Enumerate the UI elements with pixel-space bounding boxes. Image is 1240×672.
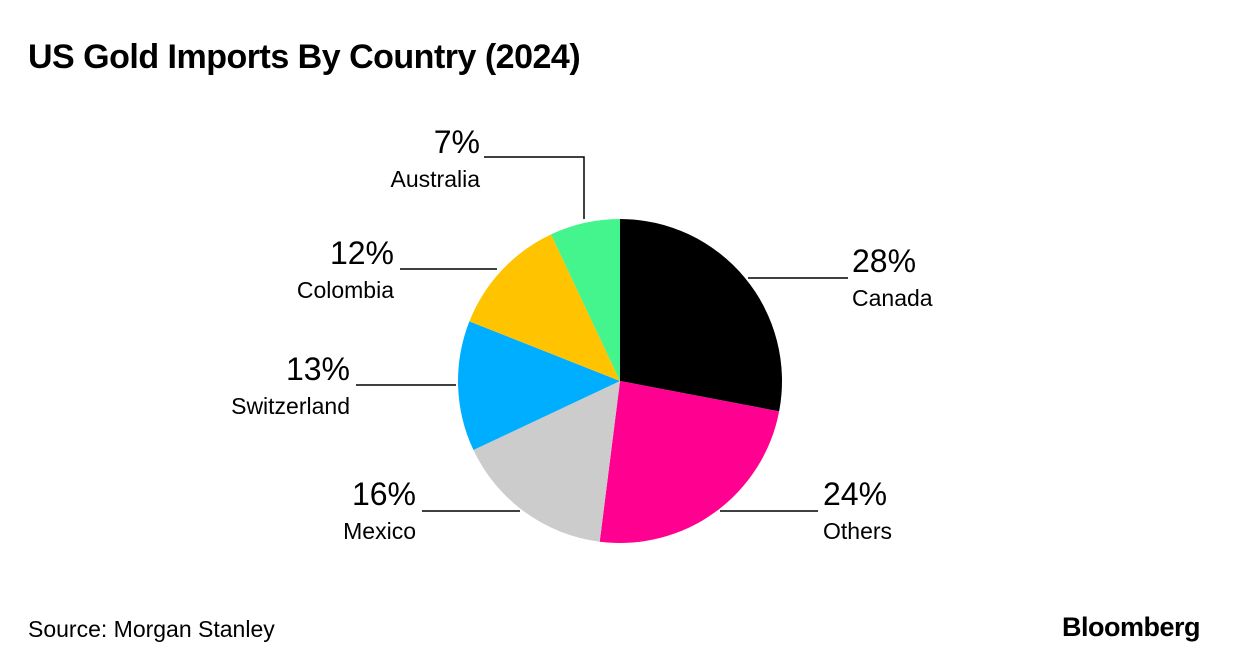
slice-percent-switzerland: 13% <box>286 351 350 387</box>
pie-slice-australia <box>551 219 620 381</box>
leader-line-australia <box>484 156 585 219</box>
pie-slices <box>458 219 783 543</box>
slice-percent-others: 24% <box>823 476 887 512</box>
chart-title: US Gold Imports By Country (2024) <box>28 38 581 76</box>
slice-percent-australia: 7% <box>434 124 480 160</box>
slice-label-colombia: Colombia <box>297 277 394 303</box>
pie-slice-colombia <box>469 234 620 381</box>
slice-percent-canada: 28% <box>852 243 916 279</box>
slice-percent-colombia: 12% <box>330 235 394 271</box>
slice-label-canada: Canada <box>852 285 933 311</box>
slice-label-mexico: Mexico <box>343 518 416 544</box>
pie-slice-switzerland <box>458 321 620 450</box>
pie-slice-mexico <box>473 381 620 542</box>
slice-label-others: Others <box>823 518 892 544</box>
source-note: Source: Morgan Stanley <box>28 616 275 642</box>
slice-label-australia: Australia <box>391 166 481 192</box>
slice-label-switzerland: Switzerland <box>231 393 350 419</box>
bloomberg-logo: Bloomberg <box>1061 612 1201 642</box>
pie-slice-canada <box>620 219 783 412</box>
leader-lines <box>356 156 848 512</box>
slice-labels: 28% Canada 24% Others 16% Mexico 13% Switzerlan… <box>231 124 933 544</box>
pie-slice-others <box>599 381 780 543</box>
slice-percent-mexico: 16% <box>352 476 416 512</box>
